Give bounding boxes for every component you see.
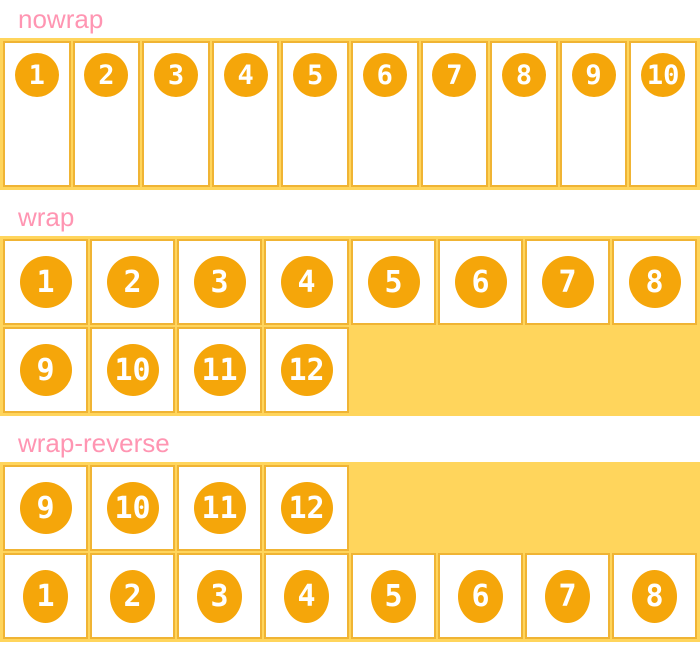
- flex-item: 9: [3, 327, 88, 413]
- item-number-circle: 12: [280, 344, 333, 396]
- item-number-circle: 10: [106, 344, 159, 396]
- section-label-wrap: wrap: [18, 202, 75, 232]
- flex-item: 7: [420, 41, 489, 187]
- flex-container-nowrap: 1 2 3 4 5 6 7 8 9 10: [0, 38, 700, 190]
- empty-space-filler: [350, 464, 698, 552]
- flex-item: 2: [90, 239, 175, 325]
- flex-item: 3: [177, 553, 262, 639]
- flex-item: 9: [3, 465, 88, 551]
- item-number-circle: 8: [632, 569, 677, 623]
- flex-item: 4: [264, 239, 349, 325]
- flex-item: 6: [438, 239, 523, 325]
- item-number-circle: 9: [19, 482, 72, 534]
- item-number-circle: 9: [19, 344, 72, 396]
- item-number-circle: 1: [19, 256, 72, 308]
- flex-item: 10: [90, 465, 175, 551]
- section-wrap: wrap 1 2 3 4 5 6 7 8 9 10 11 12: [0, 203, 700, 416]
- flex-item: 10: [90, 327, 175, 413]
- flex-line: 1 2 3 4 5 6 7 8 9 10: [2, 40, 698, 188]
- item-number-circle: 4: [284, 569, 329, 623]
- section-wrap-reverse: wrap-reverse 9 10 11 12 1 2 3 4 5 6 7 8: [0, 429, 700, 642]
- section-label-nowrap: nowrap: [18, 4, 104, 34]
- flex-item: 1: [3, 553, 88, 639]
- item-number-circle: 11: [193, 344, 246, 396]
- item-number-circle: 2: [106, 256, 159, 308]
- item-number-circle: 7: [432, 53, 477, 97]
- flex-item: 3: [177, 239, 262, 325]
- flex-item: 10: [629, 41, 697, 187]
- flex-item: 4: [264, 553, 349, 639]
- item-number-circle: 6: [362, 53, 407, 97]
- flex-item: 1: [3, 41, 71, 187]
- flex-item: 8: [612, 239, 697, 325]
- item-number-circle: 5: [371, 569, 416, 623]
- item-number-circle: 3: [153, 53, 198, 97]
- item-number-circle: 3: [193, 256, 246, 308]
- flex-item: 1: [3, 239, 88, 325]
- item-number-circle: 10: [106, 482, 159, 534]
- flex-line: 9 10 11 12: [2, 326, 698, 414]
- item-number-circle: 12: [280, 482, 333, 534]
- item-number-circle: 8: [501, 53, 546, 97]
- flex-item: 12: [264, 465, 349, 551]
- item-number-circle: 7: [541, 256, 594, 308]
- item-number-circle: 7: [545, 569, 590, 623]
- flex-item: 7: [525, 553, 610, 639]
- flex-item: 9: [559, 41, 628, 187]
- flex-item: 6: [350, 41, 419, 187]
- item-number-circle: 5: [293, 53, 338, 97]
- flex-line: 9 10 11 12: [2, 464, 698, 552]
- flex-item: 2: [72, 41, 141, 187]
- item-number-circle: 6: [454, 256, 507, 308]
- flex-container-wrap: 1 2 3 4 5 6 7 8 9 10 11 12: [0, 236, 700, 416]
- flex-item: 3: [142, 41, 210, 187]
- flex-item: 8: [490, 41, 558, 187]
- item-number-circle: 4: [280, 256, 333, 308]
- section-label-wrap-reverse: wrap-reverse: [18, 428, 170, 458]
- flex-item: 8: [612, 553, 697, 639]
- flex-item: 2: [90, 553, 175, 639]
- item-number-circle: 2: [110, 569, 155, 623]
- item-number-circle: 4: [223, 53, 268, 97]
- item-number-circle: 3: [197, 569, 242, 623]
- flex-item: 11: [177, 465, 262, 551]
- item-number-circle: 6: [458, 569, 503, 623]
- flex-item: 5: [281, 41, 349, 187]
- item-number-circle: 1: [23, 569, 68, 623]
- item-number-circle: 1: [14, 53, 59, 97]
- flex-wrap-demo-page: nowrap 1 2 3 4 5 6 7 8 9 10 wrap 1 2 3 4 5 6 7 8 9 10 11 12 wrap…: [0, 5, 700, 642]
- section-nowrap: nowrap 1 2 3 4 5 6 7 8 9 10: [0, 5, 700, 190]
- item-number-circle: 2: [84, 53, 129, 97]
- flex-item: 11: [177, 327, 262, 413]
- flex-item: 12: [264, 327, 349, 413]
- item-number-circle: 9: [571, 53, 616, 97]
- item-number-circle: 11: [193, 482, 246, 534]
- flex-item: 5: [351, 553, 436, 639]
- empty-space-filler: [350, 326, 698, 414]
- item-number-circle: 5: [367, 256, 420, 308]
- flex-item: 7: [525, 239, 610, 325]
- flex-item: 6: [438, 553, 523, 639]
- flex-item: 5: [351, 239, 436, 325]
- item-number-circle: 8: [628, 256, 681, 308]
- flex-container-wrap-reverse: 9 10 11 12 1 2 3 4 5 6 7 8: [0, 462, 700, 642]
- item-number-circle: 10: [641, 53, 686, 97]
- flex-item: 4: [211, 41, 280, 187]
